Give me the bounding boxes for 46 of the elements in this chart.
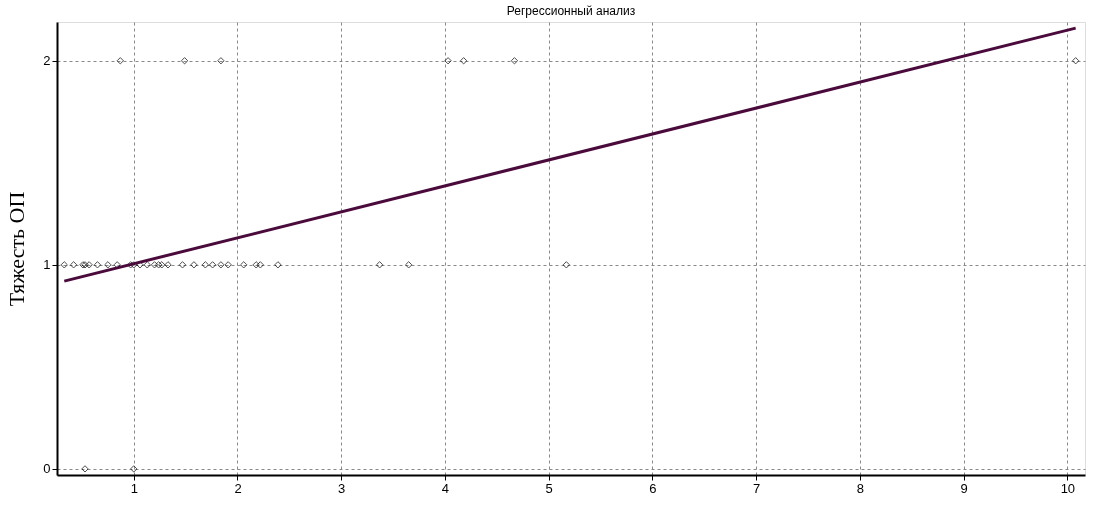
point [85, 261, 93, 269]
point [116, 57, 124, 65]
x-tick-label: 3 [338, 480, 346, 496]
y-tick-label: 1 [43, 257, 51, 273]
x-tick-label: 6 [649, 480, 657, 496]
x-tick-label: 7 [753, 480, 761, 496]
point [459, 57, 468, 65]
y-tick-label: 0 [43, 461, 51, 477]
point [256, 261, 264, 269]
point [150, 261, 159, 269]
point [81, 465, 89, 473]
chart-title: Регрессионный анализ [506, 4, 636, 18]
point [60, 261, 68, 269]
point [69, 261, 78, 269]
point [274, 261, 282, 269]
point [375, 261, 384, 269]
x-tick-label: 2 [234, 480, 242, 496]
y-tick-label: 2 [43, 53, 51, 69]
point [240, 261, 248, 269]
point [130, 465, 138, 473]
point [164, 261, 172, 269]
point [404, 261, 413, 269]
point [208, 261, 217, 269]
point [178, 261, 187, 269]
point [562, 261, 570, 269]
point [217, 57, 225, 65]
y-axis-title: Тяжесть ОП [4, 191, 30, 307]
point [444, 57, 452, 65]
point [1072, 57, 1080, 65]
point [93, 261, 102, 269]
point [104, 261, 112, 269]
point [510, 57, 519, 65]
point [190, 261, 198, 269]
x-tick-label: 10 [1060, 480, 1076, 496]
x-tick-label: 9 [960, 480, 968, 496]
point [155, 261, 163, 269]
point [201, 261, 209, 269]
point [252, 261, 260, 269]
x-tick-label: 1 [130, 480, 138, 496]
point [143, 261, 151, 269]
point [180, 57, 189, 65]
x-tick-label: 8 [856, 480, 865, 496]
x-tick-label: 5 [545, 480, 553, 496]
point [217, 261, 225, 269]
point [224, 261, 232, 269]
x-tick-label: 4 [441, 480, 450, 496]
